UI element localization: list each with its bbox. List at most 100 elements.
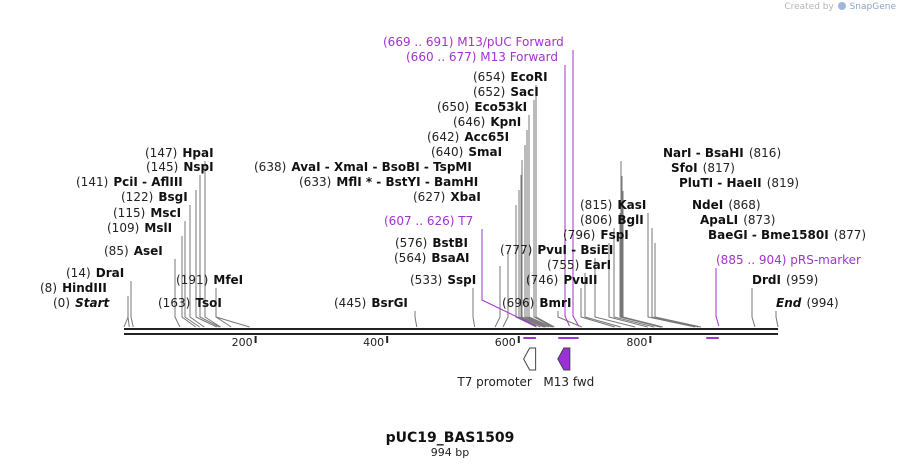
enzyme-mfli-bstyi-bamhi: (633) MflI * - BstYI - BamHI <box>299 171 478 190</box>
cut-line-ecori <box>535 85 555 328</box>
enzyme-baegi-bme1580i: BaeGI - Bme1580I (877) <box>708 224 866 243</box>
enzyme-xbai: (627) XbaI <box>413 186 481 205</box>
primer-labels: (669 .. 691) M13/pUC Forward(660 .. 677)… <box>383 35 861 267</box>
enzyme-name: KpnI <box>490 115 521 129</box>
cut-line-fspi <box>608 243 648 328</box>
cut-position: (533) <box>410 273 442 287</box>
enzyme-name: BsrGI <box>371 296 408 310</box>
primer-prs-marker: (885 .. 904) pRS-marker <box>716 253 861 267</box>
enzyme-pvuii: (746) PvuII <box>526 269 597 288</box>
cut-position: (817) <box>703 161 735 175</box>
enzyme-bsaai: (564) BsaAI <box>394 247 470 266</box>
enzyme-name: BstBI <box>432 236 468 250</box>
enzyme-acc65i: (642) Acc65I <box>427 126 509 145</box>
sequence-length: 994 bp <box>431 446 469 459</box>
enzyme-kasi: (815) KasI <box>580 194 646 213</box>
enzyme-asei: (85) AseI <box>104 240 163 259</box>
cut-line-asei <box>174 259 181 328</box>
enzyme-mfei: (191) MfeI <box>176 269 243 288</box>
enzyme-name: HindIII <box>62 281 107 295</box>
enzyme-sspi: (533) SspI <box>410 269 476 288</box>
enzyme-hindiii: (8) HindIII <box>40 277 107 296</box>
enzyme-name: SspI <box>447 273 476 287</box>
enzyme-name: DrdI <box>752 273 781 287</box>
cut-line-drdi <box>751 288 756 328</box>
cut-line-saci <box>533 100 554 328</box>
cut-position: (796) <box>563 228 595 242</box>
credit-brand: SnapGene <box>849 2 896 12</box>
enzyme-pluti-haeii: PluTI - HaeII (819) <box>679 172 799 191</box>
enzyme-name: End <box>776 296 802 310</box>
cut-line-drai <box>130 281 134 328</box>
cut-position: (445) <box>334 296 366 310</box>
enzyme-pcii-afliii: (141) PciI - AflIII <box>76 171 183 190</box>
axis-ticks: 200 400 600 800 <box>232 336 652 349</box>
cut-position: (696) <box>502 296 534 310</box>
cut-line-ndei <box>647 213 696 328</box>
primer-range: (660 .. 677) <box>406 50 476 64</box>
enzyme-labels: (0) Start(8) HindIII(14) DraI(85) AseI(1… <box>40 70 866 311</box>
cut-position: (755) <box>547 258 579 272</box>
cut-line-baegi-bme1580i <box>654 243 702 328</box>
enzyme-end: End (994) <box>776 292 839 311</box>
enzyme-name: Eco53kI <box>474 100 527 114</box>
enzyme-msci: (115) MscI <box>113 202 181 221</box>
enzyme-name: Acc65I <box>464 130 509 144</box>
cut-line-bstbi <box>502 251 509 328</box>
cut-position: (14) <box>66 266 91 280</box>
enzyme-name: EarI <box>584 258 611 272</box>
tick-label: 600 <box>495 336 516 349</box>
enzyme-start: (0) Start <box>53 292 110 311</box>
primer-m13-puc-forward: (669 .. 691) M13/pUC Forward <box>383 35 564 49</box>
primer-range: (669 .. 691) <box>383 35 453 49</box>
enzyme-name: SacI <box>510 85 538 99</box>
backbone <box>124 328 778 335</box>
cut-position: (640) <box>431 145 463 159</box>
cut-line-start <box>123 311 129 328</box>
enzyme-name: BsaAI <box>431 251 469 265</box>
enzyme-name: MflI * - BstYI - BamHI <box>336 175 478 189</box>
backbone-bottom-strand <box>124 333 778 335</box>
enzyme-name: FspI <box>600 228 628 242</box>
cut-line-hpai <box>204 161 221 328</box>
features: T7 promoter M13 fwd <box>456 347 594 389</box>
enzyme-saci: (652) SacI <box>473 81 539 100</box>
cut-line-bmri <box>557 311 583 328</box>
primer-t7: (607 .. 626) T7 <box>384 214 473 228</box>
enzyme-ndei: NdeI (868) <box>692 194 761 213</box>
cut-position: (746) <box>526 273 558 287</box>
enzyme-name: BsgI <box>158 190 187 204</box>
enzyme-eari: (755) EarI <box>547 254 611 273</box>
enzyme-hpai: (147) HpaI <box>145 142 214 161</box>
enzyme-sfoi: SfoI (817) <box>671 157 735 176</box>
enzyme-name: PciI - AflIII <box>113 175 182 189</box>
enzyme-name: NarI - BsaHI <box>663 146 744 160</box>
cut-position: (815) <box>580 198 612 212</box>
enzyme-name: AseI <box>134 244 163 258</box>
enzyme-name: NdeI <box>692 198 723 212</box>
enzyme-name: MfeI <box>213 273 243 287</box>
cut-position: (0) <box>53 296 70 310</box>
primer-range: (607 .. 626) <box>384 214 454 228</box>
enzyme-apali: ApaLI (873) <box>700 209 775 228</box>
feature-arrow-t7-promoter[interactable] <box>523 347 537 371</box>
feature-label-m13-fwd: M13 fwd <box>543 375 594 389</box>
cut-line-mfei <box>215 288 250 328</box>
cut-line-pluti-haeii <box>622 191 663 328</box>
cut-line-nspi <box>199 175 220 328</box>
cut-position: (191) <box>176 273 208 287</box>
cut-line-hindiii <box>127 296 130 328</box>
enzyme-name: PvuII <box>563 273 597 287</box>
enzyme-name: SmaI <box>468 145 502 159</box>
primer-lines <box>481 50 720 339</box>
enzyme-name: ApaLI <box>700 213 738 227</box>
enzyme-name: XbaI <box>450 190 480 204</box>
enzyme-name: KasI <box>617 198 646 212</box>
cut-line-pcii-afliii <box>195 190 217 328</box>
cut-line-pvui-bsiei <box>594 258 636 328</box>
enzyme-drdi: DrdI (959) <box>752 269 818 288</box>
primer-m13-forward: (660 .. 677) M13 Forward <box>406 50 558 64</box>
enzyme-bgli: (806) BglI <box>580 209 644 228</box>
feature-arrow-m13-fwd[interactable] <box>557 347 571 371</box>
cut-position: (652) <box>473 85 505 99</box>
